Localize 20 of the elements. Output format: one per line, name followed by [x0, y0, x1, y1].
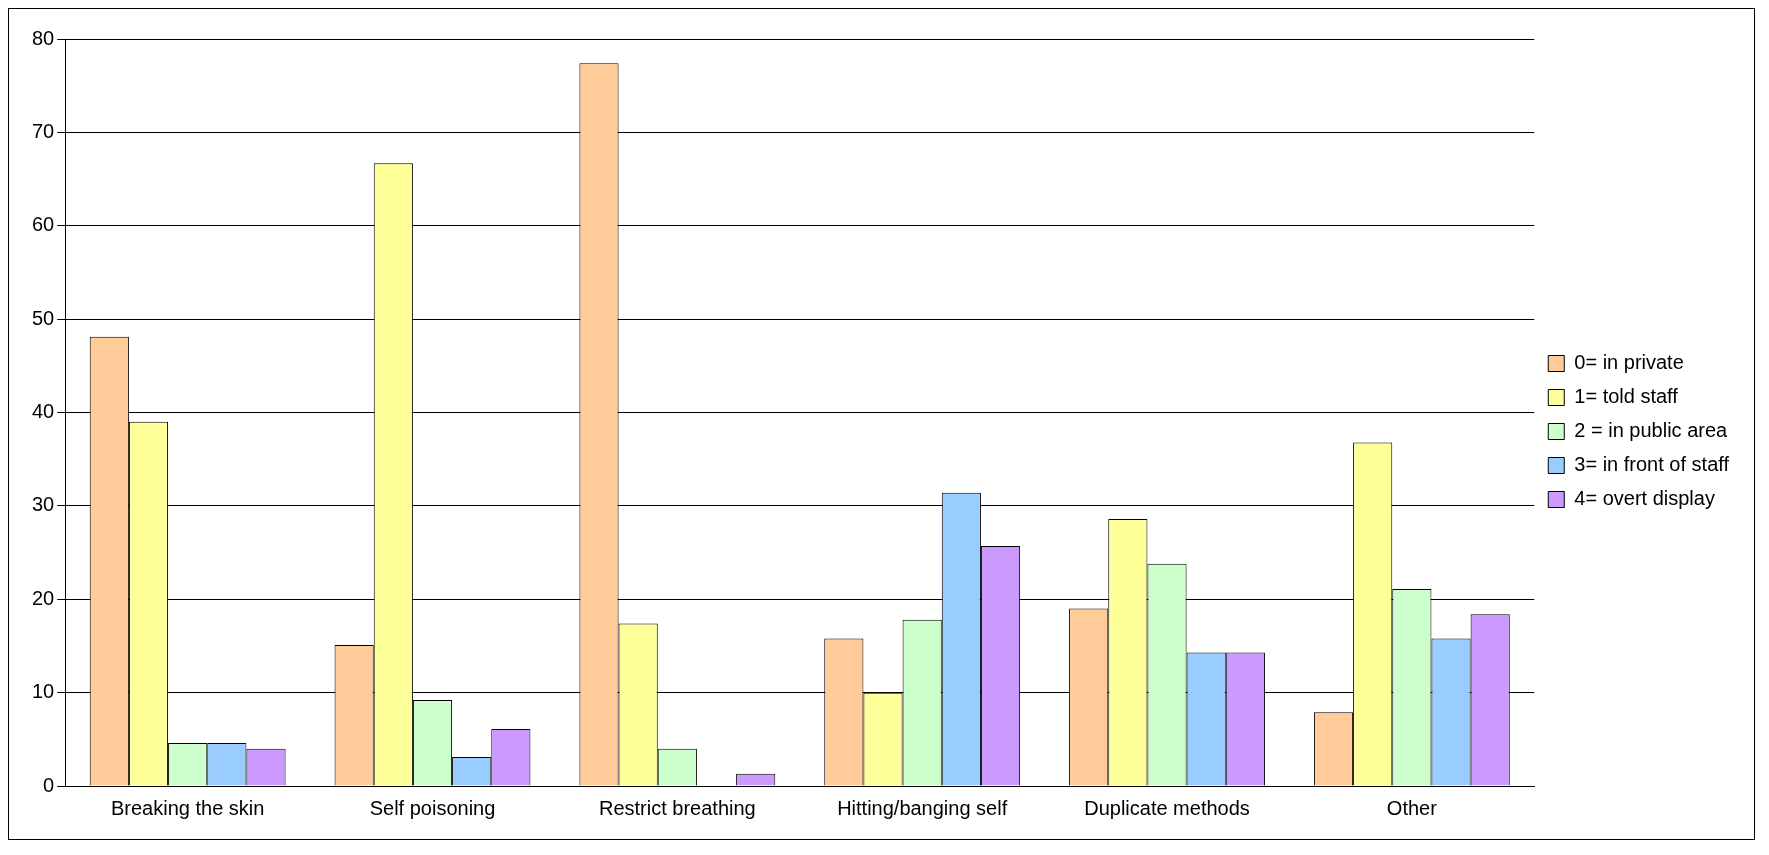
y-tick-label: 60 [32, 213, 55, 236]
x-tick-label: Breaking the skin [110, 796, 265, 819]
x-tick-label: Other [1386, 796, 1438, 819]
x-tick-label: Hitting/banging self [837, 796, 1008, 819]
legend-label: 0= in private [1574, 351, 1684, 374]
legend-label: 3= in front of staff [1574, 453, 1730, 476]
y-tick-label: 20 [32, 586, 55, 609]
x-tick-label: Restrict breathing [598, 796, 756, 819]
y-tick-label: 40 [32, 400, 55, 423]
y-tick-label: 30 [32, 493, 55, 516]
y-tick-label: 80 [32, 26, 55, 49]
y-tick-label: 10 [32, 680, 55, 703]
legend-label: 2 = in public area [1574, 419, 1729, 442]
y-tick-label: 0 [43, 773, 55, 796]
x-tick-label: Duplicate methods [1084, 796, 1250, 819]
y-tick-label: 50 [32, 306, 55, 329]
x-tick-label: Self poisoning [369, 796, 496, 819]
legend-label: 4= overt display [1574, 487, 1715, 510]
y-tick-label: 70 [32, 119, 55, 142]
legend-label: 1= told staff [1574, 385, 1679, 408]
